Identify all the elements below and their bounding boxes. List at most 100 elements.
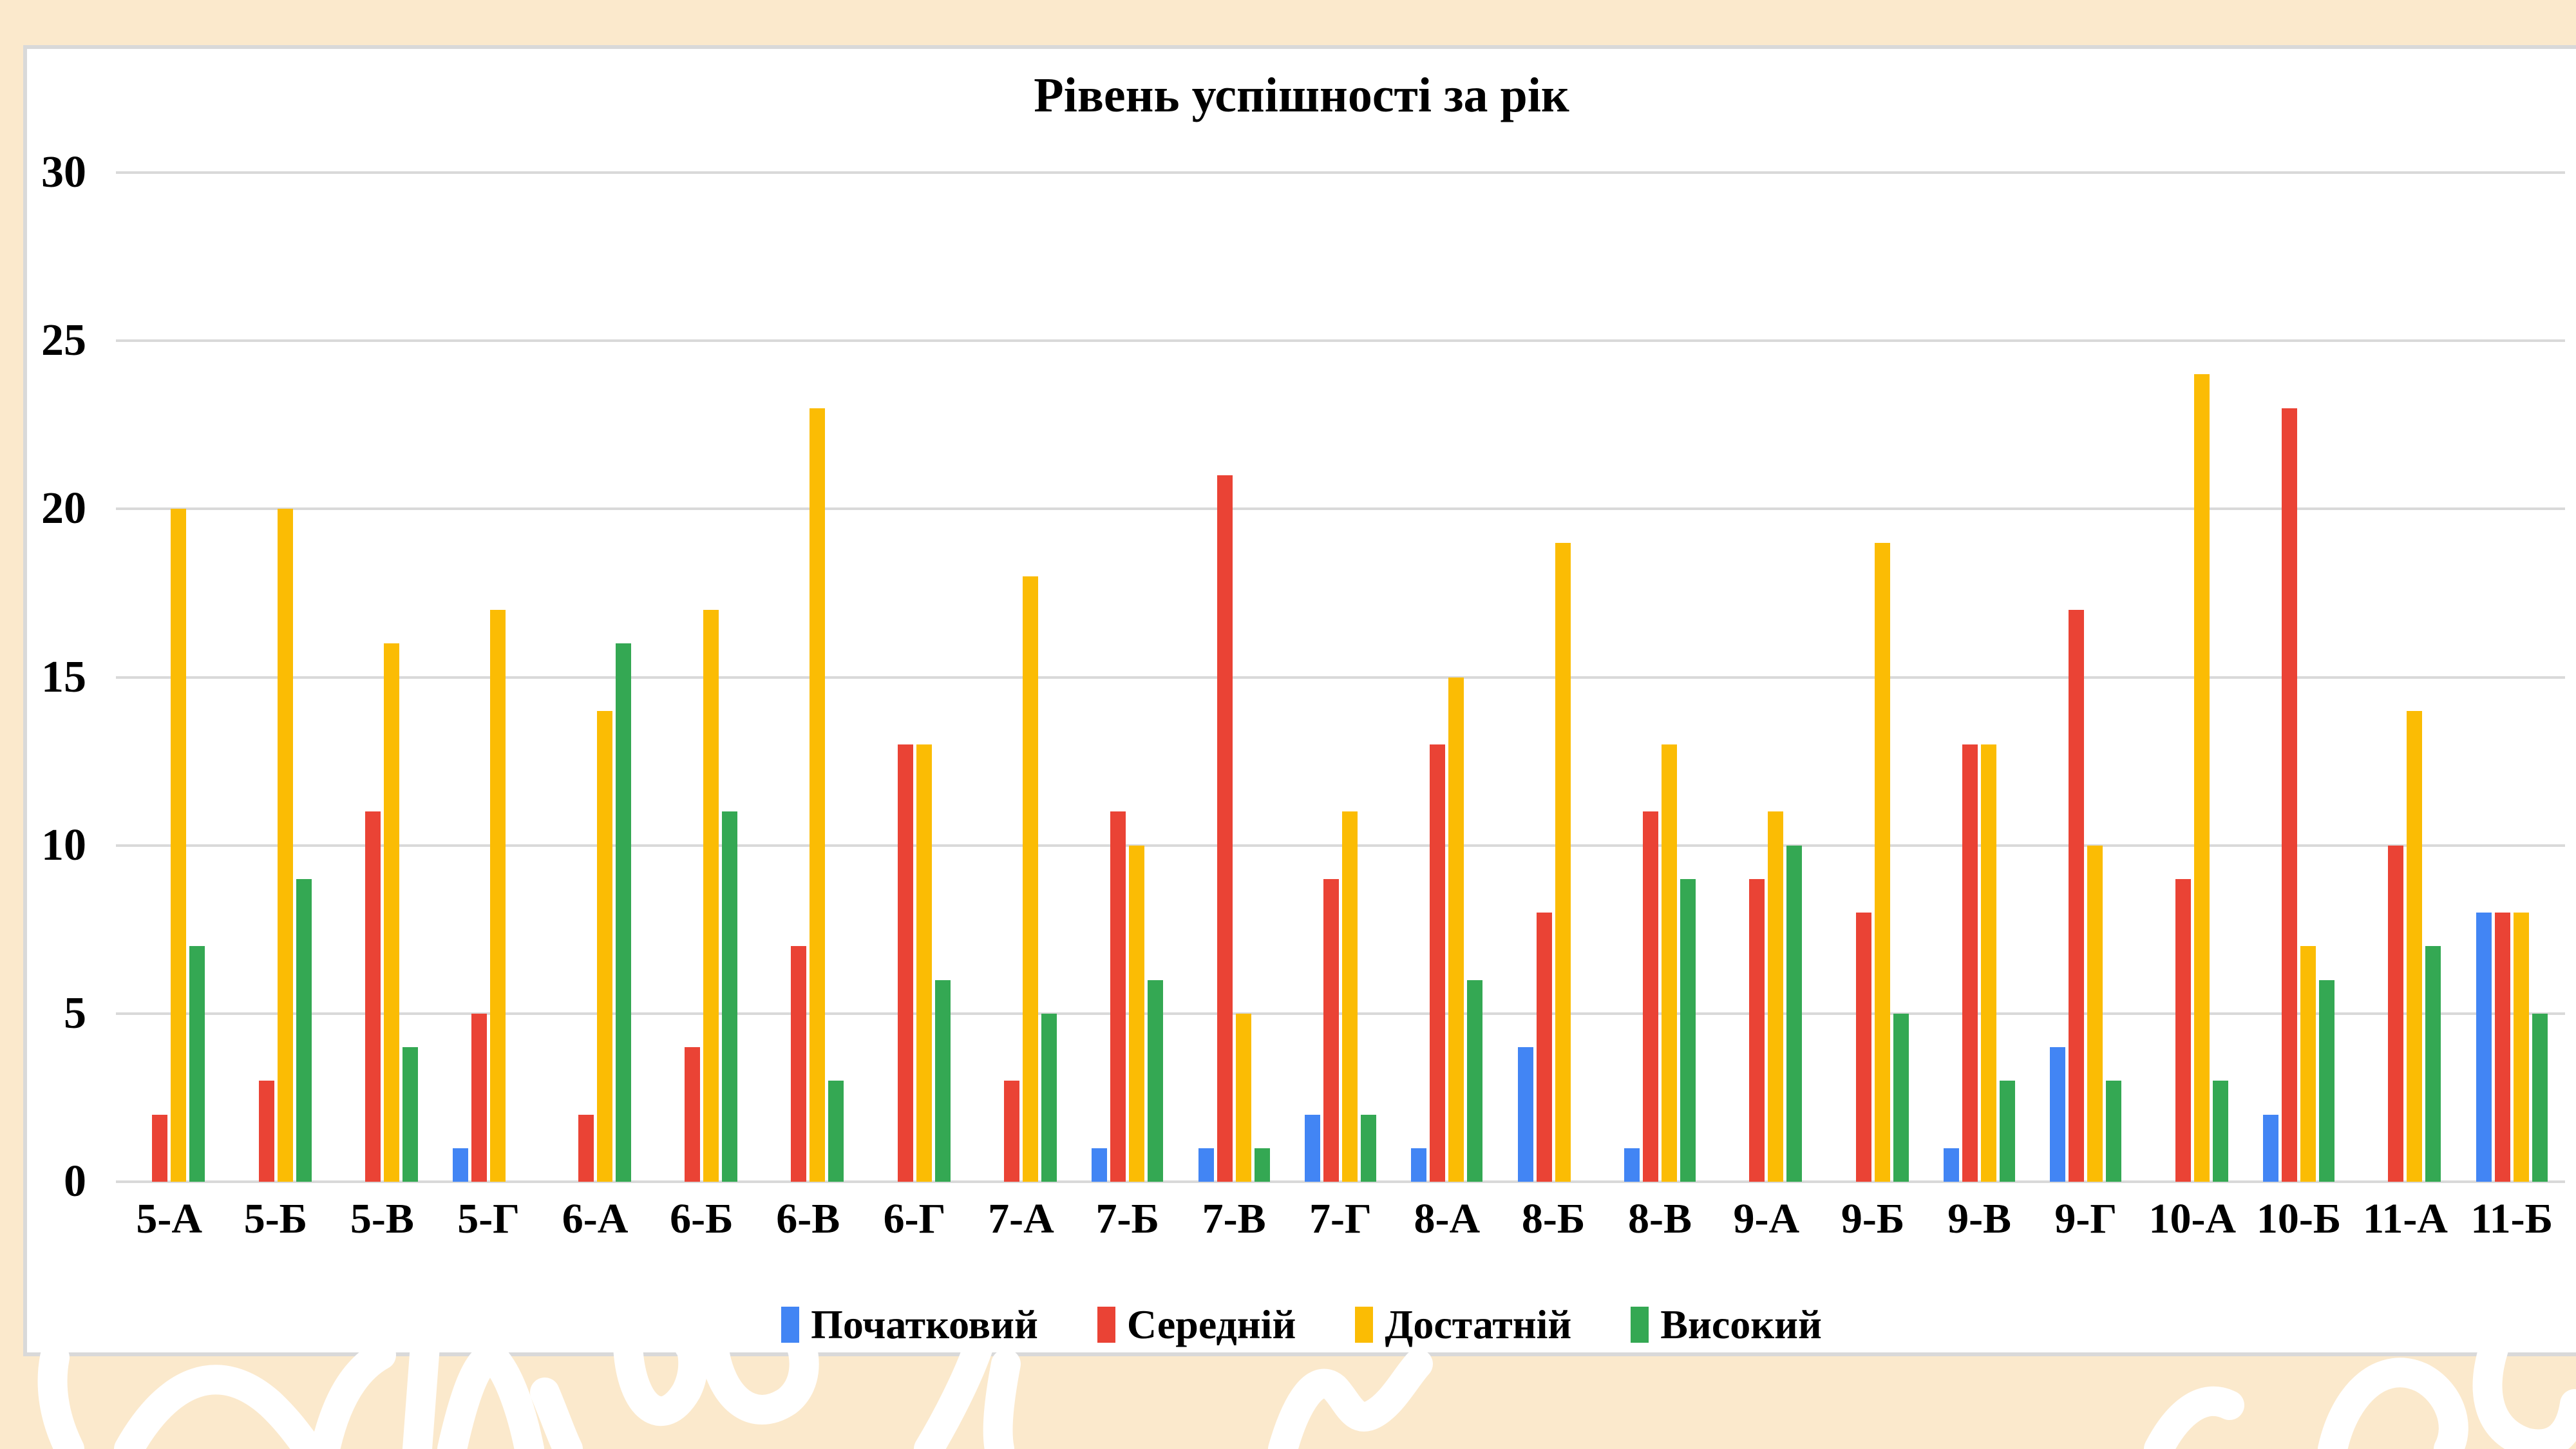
gridline (116, 339, 2565, 343)
x-axis-category-label: 6-А (562, 1195, 629, 1242)
bar (1944, 1148, 1960, 1182)
x-axis-category-label: 8-Б (1521, 1195, 1586, 1242)
y-axis-tick-label: 20 (41, 484, 86, 534)
bar-group (1287, 173, 1394, 1182)
x-axis-category-label: 9-Г (2054, 1195, 2117, 1242)
legend-label: Початковий (811, 1302, 1038, 1347)
gridline (116, 507, 2565, 511)
bar-group (2139, 173, 2246, 1182)
bar (2175, 878, 2191, 1182)
bar (897, 744, 913, 1182)
y-axis-tick-label: 10 (41, 820, 86, 870)
y-axis-tick-label: 30 (41, 147, 86, 197)
legend: Початковий Середній Достатній Високий (27, 1301, 2576, 1349)
x-axis-category-label: 8-А (1414, 1195, 1481, 1242)
bar (2532, 1013, 2548, 1182)
x-axis-category-label: 5-Г (457, 1195, 520, 1242)
bar (383, 643, 399, 1182)
x-axis-category-label: 9-Б (1841, 1195, 1905, 1242)
bar (189, 946, 205, 1182)
x-axis-category-label: 5-В (350, 1195, 414, 1242)
legend-swatch (781, 1307, 800, 1343)
bar (2212, 1081, 2228, 1182)
bar (1110, 811, 1126, 1182)
bar (453, 1148, 469, 1182)
bar (2087, 845, 2103, 1182)
bar (1217, 475, 1233, 1182)
bar (1768, 811, 1784, 1182)
bar (2407, 710, 2423, 1182)
bar (810, 408, 826, 1182)
bar-group (2352, 173, 2458, 1182)
legend-item: Достатній (1355, 1301, 1571, 1349)
bar-group (1713, 173, 1819, 1182)
bar (2476, 913, 2492, 1182)
bar (1148, 980, 1164, 1182)
bar (1786, 845, 1803, 1182)
bar-group (1607, 173, 1713, 1182)
x-axis-category-label: 10-Б (2256, 1195, 2342, 1242)
bar (402, 1047, 418, 1182)
bar (1022, 576, 1038, 1182)
bar-group (1180, 173, 1287, 1182)
chart-card: Рівень успішності за рік Початковий Серед… (23, 45, 2576, 1356)
bar (615, 643, 631, 1182)
bar (578, 1114, 594, 1182)
bar (2513, 913, 2529, 1182)
x-axis-category-label: 7-Г (1309, 1195, 1372, 1242)
bar (2425, 946, 2441, 1182)
bar (2388, 845, 2404, 1182)
legend-label: Високий (1660, 1302, 1822, 1347)
plot-area (116, 171, 2565, 1183)
x-axis-category-label: 8-В (1628, 1195, 1692, 1242)
bar (1555, 542, 1571, 1182)
bar (2319, 980, 2335, 1182)
bar (916, 744, 932, 1182)
bar (1624, 1148, 1640, 1182)
bar (171, 509, 187, 1182)
x-axis-category-label: 5-А (136, 1195, 202, 1242)
legend-label: Достатній (1385, 1302, 1572, 1347)
bar-group (542, 173, 648, 1182)
bar (296, 878, 312, 1182)
bar-group (1074, 173, 1180, 1182)
bar (2494, 913, 2510, 1182)
legend-label: Середній (1126, 1302, 1296, 1347)
y-axis-tick-label: 0 (64, 1157, 86, 1206)
x-axis-category-label: 9-А (1733, 1195, 1800, 1242)
legend-item: Високий (1631, 1301, 1822, 1349)
bar-group (116, 173, 222, 1182)
bar (2050, 1047, 2066, 1182)
bar (703, 610, 719, 1182)
bar (828, 1081, 844, 1182)
bar-group (2246, 173, 2352, 1182)
bar-group (755, 173, 861, 1182)
gridline (116, 676, 2565, 679)
bar (1680, 878, 1696, 1182)
bar (596, 710, 612, 1182)
bar (2282, 408, 2298, 1182)
bar (1341, 811, 1358, 1182)
bar (1874, 542, 1890, 1182)
bar (277, 509, 293, 1182)
bar (258, 1081, 274, 1182)
bar (1129, 845, 1145, 1182)
gridline (116, 1012, 2565, 1015)
bar (1092, 1148, 1108, 1182)
x-axis-category-label: 7-Б (1095, 1195, 1160, 1242)
bar (1411, 1148, 1427, 1182)
y-axis-tick-label: 5 (64, 988, 86, 1038)
floral-doodle-decoration (37, 1352, 2576, 1449)
bar (365, 811, 381, 1182)
legend-item: Середній (1097, 1301, 1296, 1349)
bar (1893, 1013, 1909, 1182)
bar-group (1820, 173, 1926, 1182)
y-axis-tick-label: 25 (41, 316, 86, 366)
legend-item: Початковий (781, 1301, 1038, 1349)
bar-group (861, 173, 967, 1182)
bar (2263, 1114, 2279, 1182)
bar (1003, 1081, 1019, 1182)
bar (1643, 811, 1659, 1182)
x-axis-category-label: 5-Б (243, 1195, 308, 1242)
